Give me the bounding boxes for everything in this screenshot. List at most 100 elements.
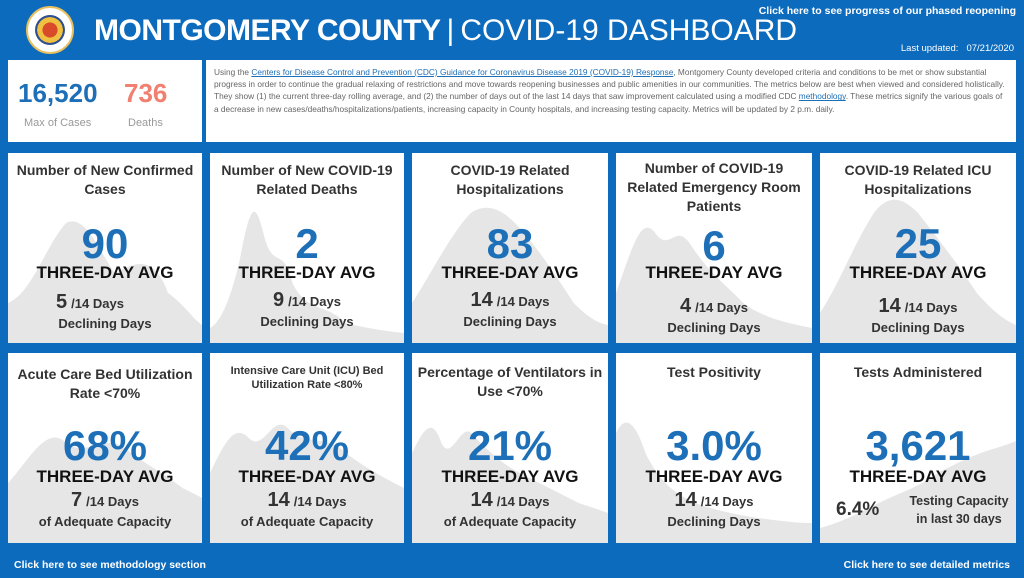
title-county: MONTGOMERY COUNTY <box>94 14 441 47</box>
days-number: 14 <box>267 489 290 511</box>
days-suffix: /14 Days <box>496 494 550 509</box>
metric-card-er-patients[interactable]: Number of COVID-19 Related Emergency Roo… <box>616 153 812 343</box>
three-day-avg-label: THREE-DAY AVG <box>441 263 579 282</box>
days-number: 4 <box>680 295 692 317</box>
card-title: Intensive Care Unit (ICU) Bed Utilizatio… <box>230 365 384 391</box>
card-title: Tests Administered <box>853 364 983 380</box>
days-sublabel: Declining Days <box>58 316 152 331</box>
deaths-label: Deaths <box>128 117 163 129</box>
metric-value: 42% <box>264 422 350 469</box>
metric-card-acute-care-beds[interactable]: Acute Care Bed Utilization Rate <70% 68%… <box>8 353 202 543</box>
metric-card-tests-administered[interactable]: Tests Administered 3,621 THREE-DAY AVG 6… <box>820 353 1016 543</box>
three-day-avg-label: THREE-DAY AVG <box>238 263 376 282</box>
sparkline-background <box>210 211 404 343</box>
methodology-inline-link[interactable]: methodology <box>798 91 846 102</box>
sparkline-background <box>210 424 404 543</box>
days-suffix: /14 Days <box>293 494 347 509</box>
days-suffix: /14 Days <box>86 494 139 509</box>
cdc-guidance-link[interactable]: Centers for Disease Control and Preventi… <box>251 67 674 77</box>
days-count: 14/14 Days <box>820 295 1016 318</box>
methodology-link[interactable]: Click here to see methodology section <box>14 559 206 571</box>
days-count: 4/14 Days <box>616 295 812 318</box>
metric-value: 3.0% <box>666 422 762 469</box>
metric-card-hospitalizations[interactable]: COVID-19 Related Hospitalizations 83 THR… <box>412 153 608 343</box>
testing-capacity-label: Testing Capacity in last 30 days <box>900 492 1016 528</box>
days-sublabel: Declining Days <box>667 514 761 529</box>
detailed-metrics-link[interactable]: Click here to see detailed metrics <box>843 559 1010 571</box>
days-suffix: /14 Days <box>695 300 748 315</box>
metric-value: 6 <box>702 222 726 269</box>
days-count: 14/14 Days <box>412 489 608 512</box>
metric-value: 25 <box>894 220 942 267</box>
three-day-avg-label: THREE-DAY AVG <box>849 467 987 486</box>
intro-pre: Using the <box>214 67 252 77</box>
intro-text: Using the Centers for Disease Control an… <box>206 60 1016 142</box>
days-count: 14/14 Days <box>210 489 404 512</box>
days-sublabel: Declining Days <box>463 314 557 329</box>
max-cases-label: Max of Cases <box>24 117 92 129</box>
phased-reopening-link[interactable]: Click here to see progress of our phased… <box>758 5 1016 17</box>
metric-value: 90 <box>81 220 129 267</box>
testing-capacity-line1: Testing Capacity <box>909 494 1009 508</box>
metric-card-new-cases[interactable]: Number of New Confirmed Cases 90 THREE-D… <box>8 153 202 343</box>
deaths-value: 736 <box>124 78 168 108</box>
metric-card-test-positivity[interactable]: Test Positivity 3.0% THREE-DAY AVG 14/14… <box>616 353 812 543</box>
days-number: 14 <box>674 489 697 511</box>
days-count: 7/14 Days <box>8 489 202 512</box>
summary-panel: 16,520 736 Max of Cases Deaths <box>8 60 202 142</box>
days-suffix: /14 Days <box>71 296 124 311</box>
days-number: 14 <box>470 289 493 311</box>
card-title: Number of New Confirmed Cases <box>12 161 198 199</box>
metric-card-new-deaths[interactable]: Number of New COVID-19 Related Deaths 2 … <box>210 153 404 343</box>
days-sublabel: Declining Days <box>667 320 761 335</box>
days-suffix: /14 Days <box>288 294 341 309</box>
dashboard-header: MONTGOMERY COUNTY | COVID-19 DASHBOARD Cli… <box>0 0 1024 60</box>
sparkline-background <box>820 441 1016 543</box>
days-sublabel: of Adequate Capacity <box>240 514 374 529</box>
last-updated-label: Last updated: <box>900 43 959 54</box>
metric-card-icu-hospitalizations[interactable]: COVID-19 Related ICU Hospitalizations 25… <box>820 153 1016 343</box>
sparkline-background <box>412 207 608 343</box>
title-separator: | <box>446 14 455 47</box>
three-day-avg-label: THREE-DAY AVG <box>849 263 987 282</box>
max-cases-value: 16,520 <box>18 78 98 108</box>
three-day-avg-label: THREE-DAY AVG <box>441 467 579 486</box>
metric-value: 21% <box>467 422 553 469</box>
days-number: 14 <box>470 489 493 511</box>
card-title: COVID-19 Related Hospitalizations <box>450 162 570 197</box>
last-updated-date: 07/21/2020 <box>966 43 1014 54</box>
sparkline-background <box>8 437 202 543</box>
intro-post: . These metrics signify the various goal… <box>214 91 1003 114</box>
page-title: MONTGOMERY COUNTY | COVID-19 DASHBOARD <box>94 14 797 48</box>
sparkline-background <box>616 227 812 343</box>
days-number: 14 <box>878 295 901 317</box>
card-title: Test Positivity <box>667 364 761 380</box>
days-number: 7 <box>71 489 83 511</box>
metric-card-icu-beds[interactable]: Intensive Care Unit (ICU) Bed Utilizatio… <box>210 353 404 543</box>
card-title: Percentage of Ventilators in Use <70% <box>417 364 603 399</box>
days-count: 14/14 Days <box>616 489 812 512</box>
card-title: Acute Care Bed Utilization Rate <70% <box>17 366 193 401</box>
card-title: Number of New COVID-19 Related Deaths <box>221 162 393 197</box>
metric-card-ventilators[interactable]: Percentage of Ventilators in Use <70% 21… <box>412 353 608 543</box>
metric-value: 2 <box>295 220 319 267</box>
card-title-emphasis: Cases <box>84 181 126 197</box>
metric-value: 3,621 <box>865 422 971 469</box>
days-sublabel: of Adequate Capacity <box>443 514 577 529</box>
days-number: 5 <box>56 291 68 313</box>
title-dashboard: COVID-19 DASHBOARD <box>460 14 798 47</box>
three-day-avg-label: THREE-DAY AVG <box>36 467 174 486</box>
days-suffix: /14 Days <box>700 494 754 509</box>
days-sublabel: Declining Days <box>871 320 965 335</box>
days-sublabel: Declining Days <box>260 314 354 329</box>
days-count: 5/14 Days <box>8 291 202 314</box>
three-day-avg-label: THREE-DAY AVG <box>36 263 174 282</box>
three-day-avg-label: THREE-DAY AVG <box>645 467 783 486</box>
intro-mid: , Montgomery County developed criteria a… <box>214 67 1005 102</box>
days-number: 9 <box>273 289 285 311</box>
card-title: Number of COVID-19 Related Emergency Roo… <box>627 160 801 214</box>
card-title: COVID-19 Related ICU Hospitalizations <box>844 162 992 197</box>
card-title-part: Number of New Confirmed <box>16 162 194 178</box>
days-suffix: /14 Days <box>904 300 958 315</box>
three-day-avg-label: THREE-DAY AVG <box>645 263 783 282</box>
